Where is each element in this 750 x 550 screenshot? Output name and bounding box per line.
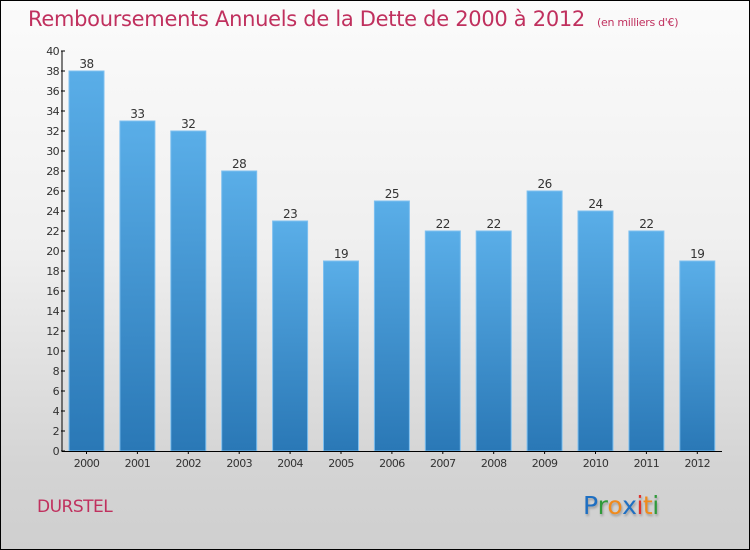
x-tick-label-2003: 2003 bbox=[226, 457, 252, 470]
x-tick-label-2008: 2008 bbox=[481, 457, 507, 470]
y-tick-label-8: 8 bbox=[53, 365, 60, 378]
y-tick-label-2: 2 bbox=[53, 425, 59, 438]
bar-2001 bbox=[119, 120, 156, 452]
data-label-2008: 22 bbox=[487, 217, 501, 231]
x-tick-label-2004: 2004 bbox=[277, 457, 303, 470]
data-label-2000: 38 bbox=[79, 57, 93, 71]
logo-letter: o bbox=[607, 491, 623, 520]
bar-2005 bbox=[323, 260, 359, 452]
y-tick-label-16: 16 bbox=[46, 285, 59, 298]
bar-2010 bbox=[577, 210, 614, 452]
bar-2009 bbox=[526, 190, 563, 452]
logo-letter: i bbox=[636, 491, 643, 520]
proxiti-logo[interactable]: Proxiti bbox=[583, 491, 659, 520]
y-tick-label-20: 20 bbox=[46, 245, 59, 258]
y-tick-label-18: 18 bbox=[46, 265, 59, 278]
bar-2006 bbox=[373, 200, 410, 452]
y-tick-label-10: 10 bbox=[46, 345, 59, 358]
bar-2007 bbox=[424, 230, 461, 452]
chart-subtitle: (en milliers d'€) bbox=[597, 16, 679, 29]
bar-2002 bbox=[170, 130, 207, 452]
y-tick-label-30: 30 bbox=[46, 145, 59, 158]
x-tick-label-2005: 2005 bbox=[328, 457, 354, 470]
y-tick-label-12: 12 bbox=[46, 325, 59, 338]
x-tick-label-2000: 2000 bbox=[74, 457, 100, 470]
data-label-2003: 28 bbox=[232, 157, 246, 171]
y-tick-label-40: 40 bbox=[46, 45, 59, 58]
x-tick-label-2012: 2012 bbox=[684, 457, 710, 470]
data-label-2005: 19 bbox=[334, 247, 348, 261]
y-tick-label-36: 36 bbox=[46, 85, 59, 98]
bars-group bbox=[68, 70, 716, 452]
data-label-2004: 23 bbox=[283, 207, 297, 221]
x-axis: 2000 2001 2002 2003 2004 2005 2006 2007 2008 2009… bbox=[62, 451, 722, 470]
bar-2011 bbox=[628, 230, 665, 452]
bar-2000 bbox=[68, 70, 105, 452]
logo-letter: t bbox=[642, 491, 653, 520]
y-tick-label-4: 4 bbox=[53, 405, 60, 418]
y-tick-label-0: 0 bbox=[53, 445, 60, 458]
bar-2012 bbox=[679, 260, 716, 452]
chart-title-text: Remboursements Annuels de la Dette de 20… bbox=[28, 7, 585, 31]
y-tick-label-14: 14 bbox=[46, 305, 59, 318]
x-tick-label-2007: 2007 bbox=[430, 457, 456, 470]
data-labels-group: 38 33 32 28 23 19 25 22 22 26 24 22 19 bbox=[79, 57, 705, 261]
y-tick-label-24: 24 bbox=[46, 205, 59, 218]
x-tick-label-2006: 2006 bbox=[379, 457, 405, 470]
y-tick-label-22: 22 bbox=[46, 225, 59, 238]
data-label-2007: 22 bbox=[436, 217, 450, 231]
x-tick-label-2009: 2009 bbox=[532, 457, 558, 470]
chart-title: Remboursements Annuels de la Dette de 20… bbox=[28, 7, 678, 31]
data-label-2009: 26 bbox=[537, 177, 551, 191]
data-label-2010: 24 bbox=[588, 197, 602, 211]
city-name: DURSTEL bbox=[37, 497, 113, 517]
bar-2003 bbox=[221, 170, 258, 452]
x-tick-label-2010: 2010 bbox=[583, 457, 609, 470]
y-tick-label-34: 34 bbox=[46, 105, 59, 118]
data-label-2001: 33 bbox=[130, 107, 144, 121]
logo-letter: x bbox=[622, 491, 637, 520]
logo-letter: i bbox=[652, 491, 659, 520]
data-label-2011: 22 bbox=[639, 217, 653, 231]
bar-2008 bbox=[475, 230, 512, 452]
y-tick-label-28: 28 bbox=[46, 165, 59, 178]
y-tick-label-32: 32 bbox=[46, 125, 59, 138]
data-label-2006: 25 bbox=[385, 187, 399, 201]
logo-letter: r bbox=[597, 491, 608, 520]
x-tick-label-2002: 2002 bbox=[175, 457, 201, 470]
data-label-2012: 19 bbox=[690, 247, 704, 261]
data-label-2002: 32 bbox=[181, 117, 195, 131]
logo-letter: P bbox=[583, 491, 598, 520]
bar-2004 bbox=[272, 220, 309, 452]
x-tick-label-2011: 2011 bbox=[634, 457, 660, 470]
y-tick-label-26: 26 bbox=[46, 185, 59, 198]
x-tick-label-2001: 2001 bbox=[125, 457, 151, 470]
y-tick-label-38: 38 bbox=[46, 65, 59, 78]
y-tick-label-6: 6 bbox=[53, 385, 60, 398]
